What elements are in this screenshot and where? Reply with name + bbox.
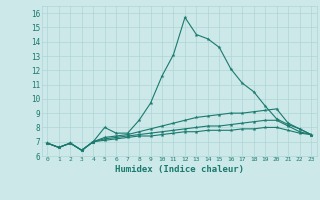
X-axis label: Humidex (Indice chaleur): Humidex (Indice chaleur) bbox=[115, 165, 244, 174]
